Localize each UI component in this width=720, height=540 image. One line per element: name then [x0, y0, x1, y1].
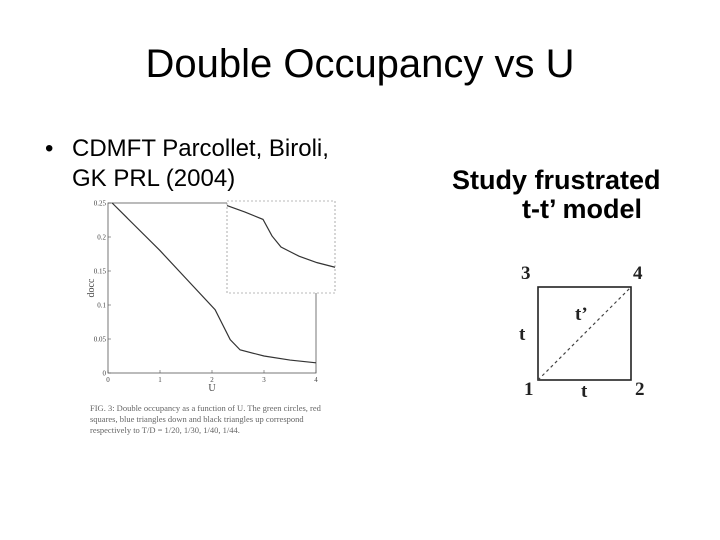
y-axis-label: docc	[86, 278, 97, 297]
lattice-diagram: 3 4 1 2 t t’ t	[505, 252, 665, 412]
node-label: 4	[633, 263, 643, 284]
y-tick-label: 0.2	[97, 234, 106, 242]
x-tick-label: 1	[158, 376, 162, 384]
node-label: 3	[521, 263, 531, 284]
side-text: Study frustrated t-t’ model	[452, 165, 661, 224]
inset-line	[226, 205, 336, 268]
bullet-dot: •	[45, 135, 54, 162]
node-label: 1	[524, 379, 534, 400]
y-tick-label: 0.1	[97, 302, 106, 310]
edge-label: t	[581, 381, 588, 402]
y-tick-label: 0.15	[94, 268, 107, 276]
edge-label: t	[519, 324, 526, 345]
data-line	[111, 202, 317, 364]
y-tick-label: 0	[103, 370, 107, 378]
x-axis-label: U	[208, 383, 216, 394]
figure-caption: FIG. 3: Double occupancy as a function o…	[90, 403, 340, 436]
y-tick-label: 0.25	[94, 200, 107, 208]
bullet-text: CDMFT Parcollet, Biroli, GK PRL (2004)	[72, 135, 329, 192]
node-label: 2	[635, 379, 645, 400]
diagonal	[537, 286, 632, 381]
square	[537, 286, 632, 381]
edge-label: t’	[575, 304, 588, 325]
x-tick-label: 3	[262, 376, 266, 384]
x-tick-label: 4	[314, 376, 318, 384]
slide-title: Double Occupancy vs U	[145, 42, 575, 86]
x-tick-label: 0	[106, 376, 110, 384]
x-tick-label: 2	[210, 376, 214, 384]
y-tick-label: 0.05	[94, 336, 107, 344]
